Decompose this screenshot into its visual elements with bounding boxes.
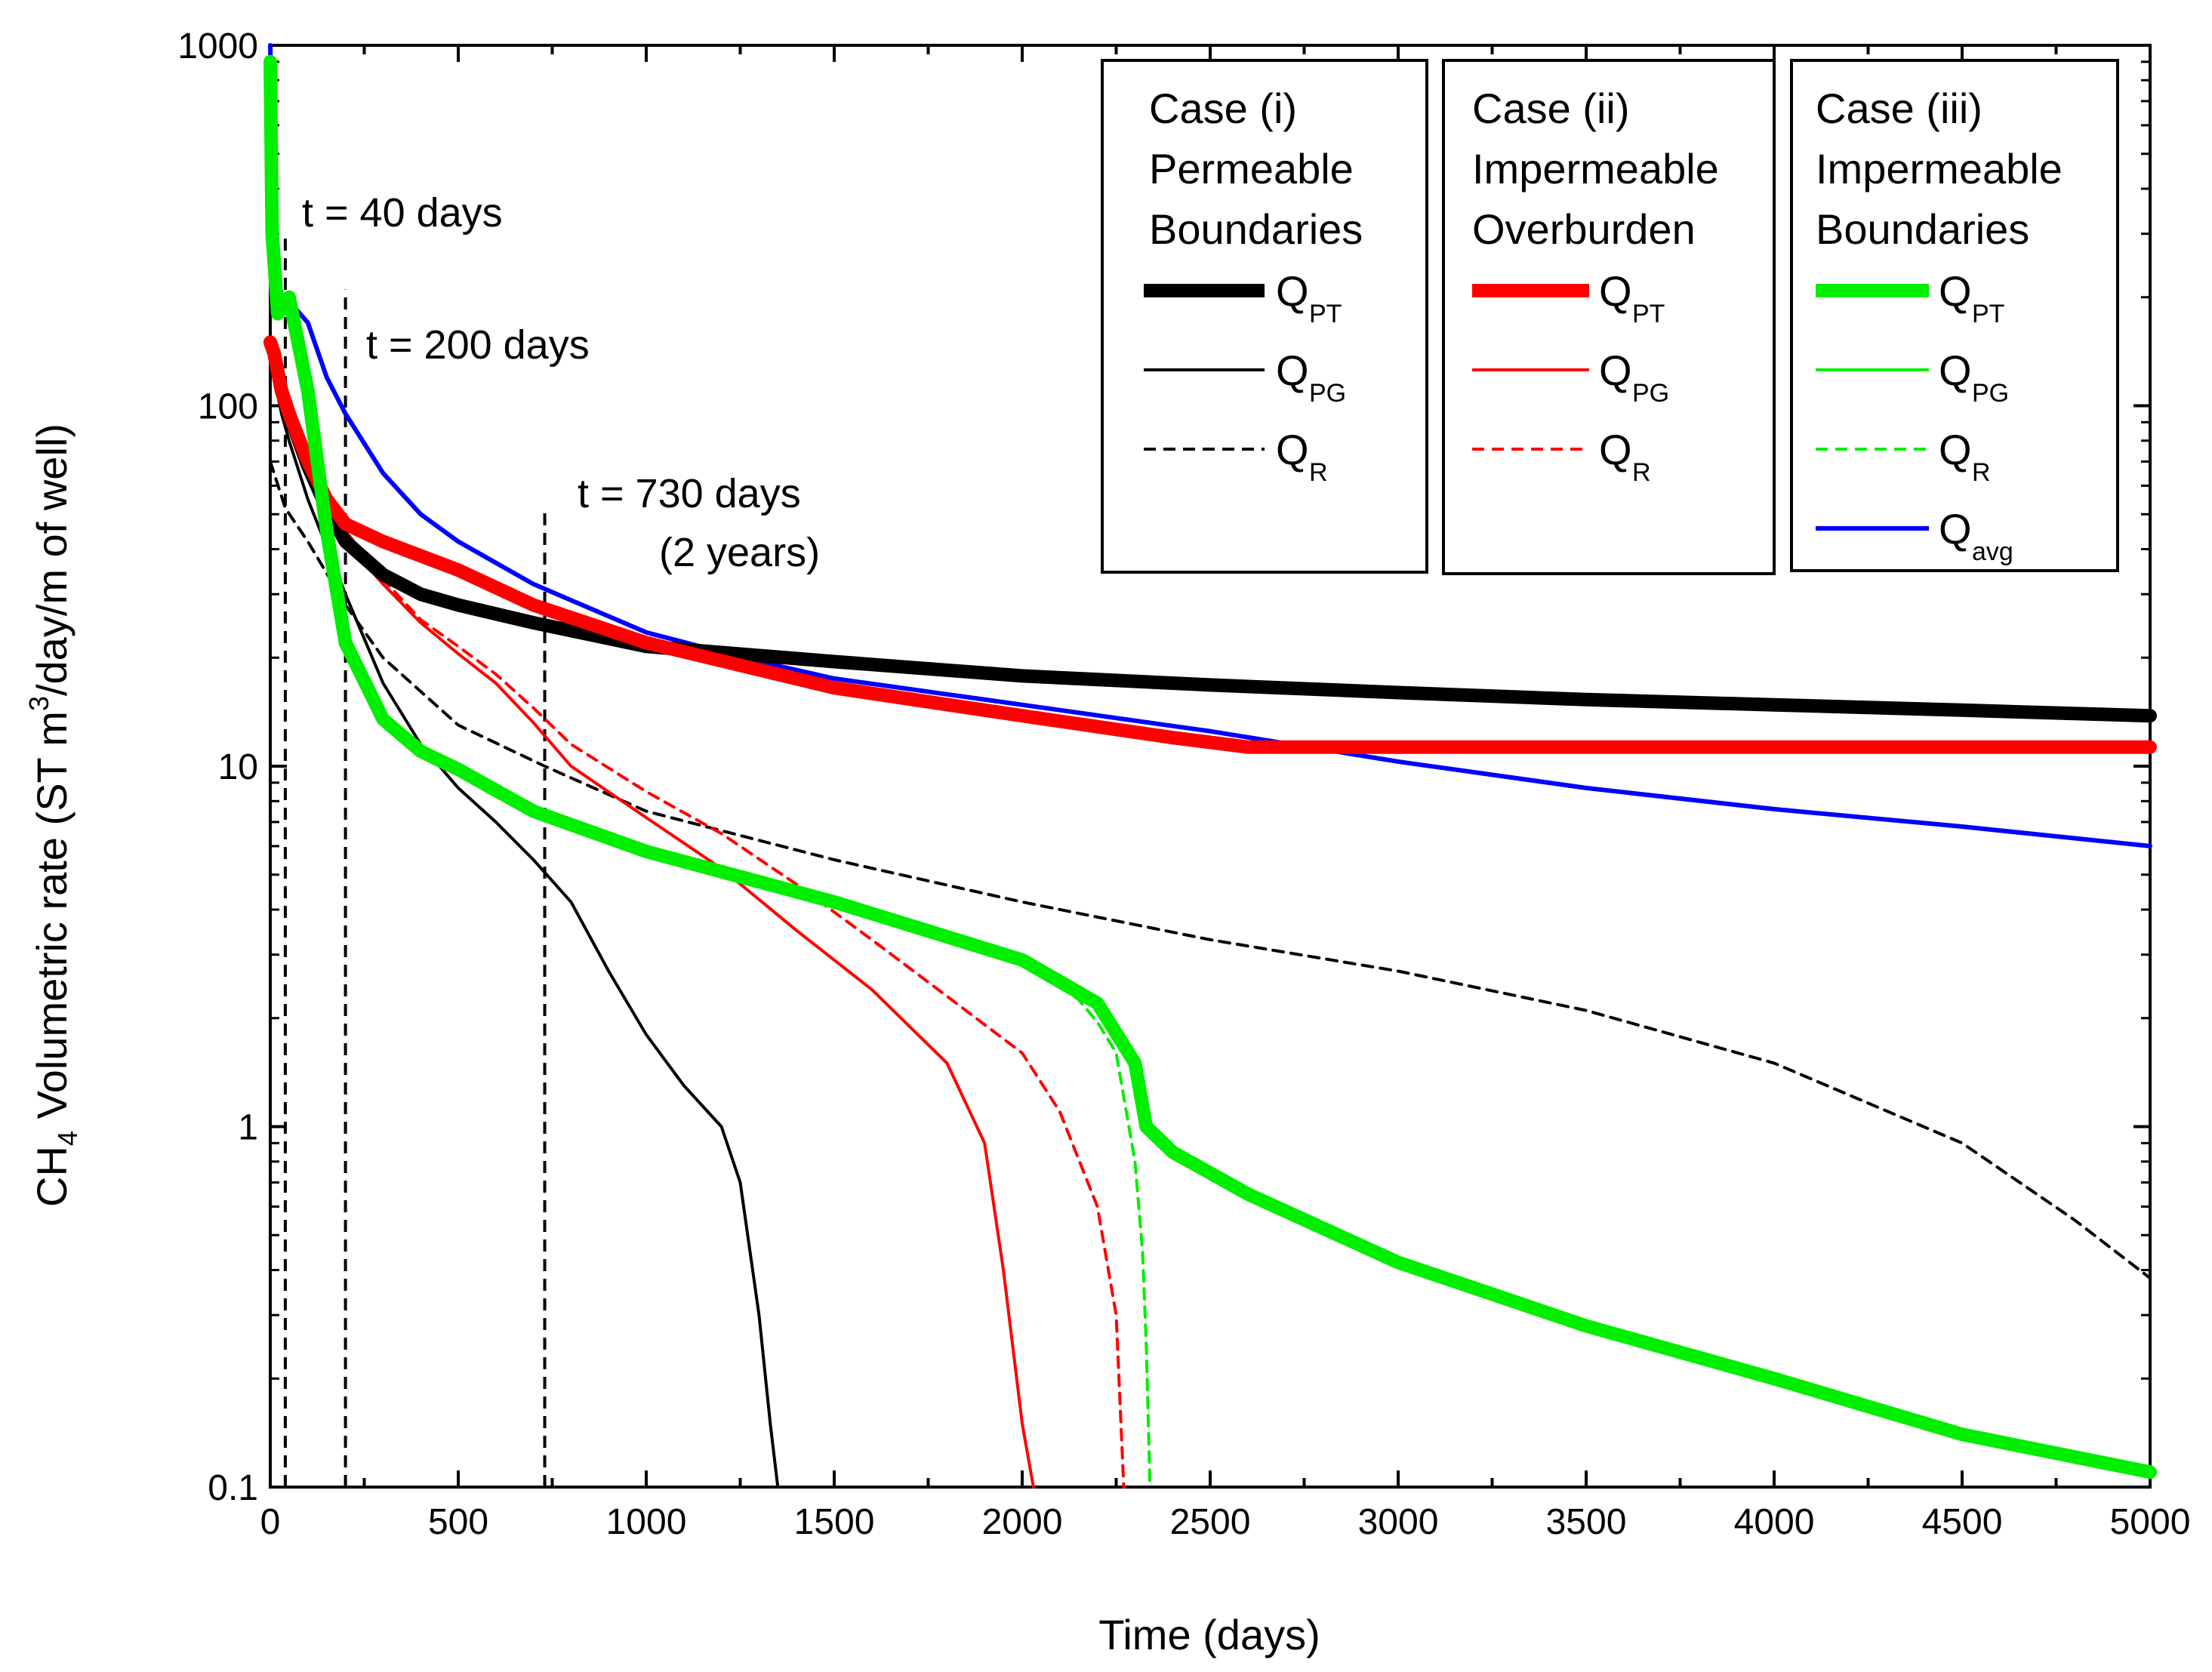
axis-ticks <box>269 44 2152 1489</box>
axis-tick-labels: 0 500 1000 1500 2000 2500 3000 3500 4000 4500 5000… <box>177 26 2190 1542</box>
y-tick-label: 10 <box>218 747 258 787</box>
y-axis-title-sub: 4 <box>52 1131 83 1146</box>
x-tick-label: 5000 <box>2110 1502 2191 1542</box>
series-line-case-ii-q-pt <box>263 335 2157 754</box>
legend-label-case-3-sub-pg: PG <box>1972 379 2009 408</box>
legend-label-case-2-q-pt: Q <box>1599 267 1632 315</box>
legend-label-case-3-q-avg: Q <box>1939 505 1972 553</box>
legend-label-case-2-q-r: Q <box>1599 426 1632 473</box>
legend-label-case-3-sub-r: R <box>1972 458 1991 487</box>
series-line-case-ii-q-pg <box>269 351 1035 1489</box>
y-axis-title-sup: 3 <box>23 696 54 711</box>
marker-label-t200: t = 200 days <box>366 322 590 368</box>
x-tick-label: 3500 <box>1546 1502 1627 1542</box>
y-axis-title-part-2: Volumetric rate (ST m <box>28 711 75 1131</box>
legend-title-case-2-line-1: Case (ii) <box>1472 85 1629 132</box>
legend-title-case-3-line-3: Boundaries <box>1816 205 2029 253</box>
x-tick-label: 4500 <box>1922 1502 2003 1542</box>
x-axis-title: Time (days) <box>1098 1611 1320 1658</box>
legend-label-case-1-q-pt: Q <box>1276 267 1309 315</box>
legend-label-case-3-q-r: Q <box>1939 426 1972 473</box>
legend-label-case-1-q-pg: Q <box>1276 346 1309 394</box>
series-line-case-i-q-r <box>269 460 2152 1280</box>
legend-label-case-2-sub-r: R <box>1632 458 1651 487</box>
legend-label-case-2-q-pg: Q <box>1599 346 1632 394</box>
legend-label-case-2-sub-pg: PG <box>1632 379 1669 408</box>
legend-box-case-2 <box>1442 59 1776 575</box>
series-layer <box>263 43 2157 1489</box>
legend-title-case-2-line-2: Impermeable <box>1472 145 1719 192</box>
y-axis-title: CH4 Volumetric rate (ST m3/day/m of well… <box>23 423 83 1207</box>
legend-label-case-3-q-pt: Q <box>1939 267 1972 315</box>
legend-box-case-3 <box>1790 59 2119 572</box>
series-line-case-iii-q-r <box>1058 984 1152 1489</box>
marker-label-t40: t = 40 days <box>302 190 503 236</box>
series-line-case-iii-q-pt <box>263 54 2157 1480</box>
legend-label-case-3-q-pg: Q <box>1939 346 1972 394</box>
marker-label-t730-line-1: (2 years) <box>659 530 820 575</box>
legend-title-case-3-line-2: Impermeable <box>1816 145 2063 192</box>
annotations: t = 40 days t = 200 days t = 730 days (2 ye… <box>283 190 820 1487</box>
x-tick-label: 2000 <box>982 1502 1063 1542</box>
marker-label-t730-line-0: t = 730 days <box>578 471 801 516</box>
legend-label-case-1-sub-pt: PT <box>1309 300 1342 328</box>
legend-label-case-1-sub-pg: PG <box>1309 379 1346 408</box>
series-line-case-ii-q-r <box>269 351 1126 1489</box>
x-tick-label: 4000 <box>1734 1502 1815 1542</box>
y-axis-title-part-3: /day/m of well) <box>28 423 75 696</box>
legend-label-case-1-q-r: Q <box>1276 426 1309 473</box>
x-tick-label: 500 <box>428 1502 488 1542</box>
x-tick-label: 1000 <box>606 1502 687 1542</box>
legend-title-case-2-line-3: Overburden <box>1472 205 1696 253</box>
legend-label-case-3-sub-pt: PT <box>1972 300 2004 328</box>
series-line-case-i-q-pg <box>269 363 780 1489</box>
legend-label-case-3-sub-avg: avg <box>1972 537 2013 566</box>
legend-box-case-1 <box>1101 59 1428 574</box>
y-tick-label: 0.1 <box>208 1468 258 1508</box>
x-tick-label: 1500 <box>794 1502 875 1542</box>
y-tick-label: 1000 <box>177 26 258 66</box>
x-tick-label: 2500 <box>1170 1502 1251 1542</box>
legend-title-case-1-line-2: Permeable <box>1149 145 1354 192</box>
legend-label-case-1-sub-r: R <box>1309 458 1328 487</box>
legend-title-case-3-line-1: Case (iii) <box>1816 85 1982 132</box>
legend-title-case-1-line-3: Boundaries <box>1149 205 1363 253</box>
y-tick-label: 1 <box>238 1108 258 1148</box>
y-tick-label: 100 <box>198 387 258 427</box>
legend-label-case-2-sub-pt: PT <box>1632 300 1665 328</box>
legend-title-case-1-line-1: Case (i) <box>1149 85 1297 132</box>
x-tick-label: 3000 <box>1358 1502 1439 1542</box>
y-axis-title-part-1: CH <box>28 1146 75 1207</box>
x-tick-label: 0 <box>260 1502 281 1542</box>
